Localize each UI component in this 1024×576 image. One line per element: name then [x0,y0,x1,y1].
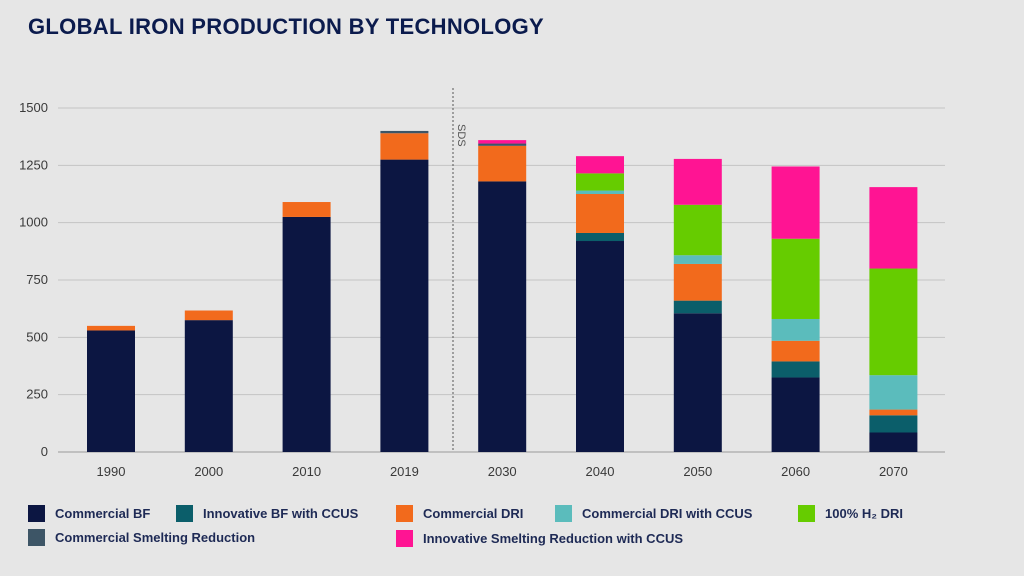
sds-annotation: SDS [455,124,467,147]
bar-segment [478,140,527,144]
bar-segment [771,318,820,341]
legend-label: Innovative BF with CCUS [203,506,359,521]
legend-label: Commercial Smelting Reduction [55,530,256,545]
bar-segment [673,313,722,452]
y-tick-label: 250 [26,387,48,402]
y-tick-label: 750 [26,272,48,287]
bar-segment [869,432,918,452]
bar-segment [869,375,918,410]
bar-segment [87,325,135,331]
bar-segment [380,159,429,452]
bar-segment [673,300,722,314]
legend-swatch [396,505,413,522]
legend-swatch [555,505,572,522]
legend-item: Innovative Smelting Reduction with CCUS [396,530,683,547]
chart-title: GLOBAL IRON PRODUCTION BY TECHNOLOGY [28,14,545,39]
x-tick-label: 2050 [683,464,712,479]
bar-segment [673,204,722,256]
legend-swatch [28,529,45,546]
x-tick-label: 2030 [488,464,517,479]
x-tick-label: 2070 [879,464,908,479]
legend-label: Commercial DRI with CCUS [582,506,753,521]
legend-item: 100% H₂ DRI [798,505,903,522]
bar-segment [184,310,233,321]
bar-segment [184,320,233,452]
legend-label: Commercial DRI [423,506,524,521]
y-tick-label: 1250 [19,157,48,172]
y-axis-ticks: 0 250 500 750 1000 1250 1500 [19,100,48,459]
legend-item: Commercial Smelting Reduction [28,529,255,546]
legend-label: 100% H₂ DRI [825,506,904,521]
bar-segment [87,330,135,452]
legend-swatch [396,530,413,547]
y-tick-label: 500 [26,329,48,344]
bar-segment [576,173,624,191]
legend-item: Innovative BF with CCUS [176,505,358,522]
bar-segment [478,181,527,453]
bars [87,130,918,453]
legend-item: Commercial BF [28,505,150,522]
bar-segment [576,190,624,194]
legend-label: Commercial BF [55,506,151,521]
bar-segment [673,263,722,301]
x-tick-label: 2060 [781,464,810,479]
bar-segment [771,361,820,378]
bar-segment [576,194,624,233]
bar-segment [869,268,918,376]
legend-swatch [176,505,193,522]
x-tick-label: 2000 [194,464,223,479]
y-tick-label: 1500 [19,100,48,115]
y-tick-label: 1000 [19,215,48,230]
legend-label: Innovative Smelting Reduction with CCUS [423,531,684,546]
bar-segment [771,377,820,452]
legend: Commercial BF Innovative BF with CCUS Comm… [28,505,1008,565]
y-tick-label: 0 [41,444,48,459]
bar-segment [771,340,820,362]
x-axis-ticks: 1990 2000 2010 2019 2030 2040 2050 2060 2070 [97,464,908,479]
bar-segment [771,238,820,319]
stacked-bar-chart: 0 250 500 750 1000 1250 1500 1990 2000 2010 2019 2… [19,88,945,479]
legend-item: Commercial DRI [396,505,523,522]
bar-segment [869,409,918,416]
bar-segment [673,158,722,205]
x-tick-label: 2010 [292,464,321,479]
bar-segment [576,241,624,452]
bar-segment [576,232,624,242]
legend-item: Commercial DRI with CCUS [555,505,752,522]
x-tick-label: 2019 [390,464,419,479]
bar-segment [478,143,527,146]
bar-segment [576,156,624,174]
bar-segment [282,216,331,452]
bar-segment [869,187,918,269]
bar-segment [869,415,918,433]
legend-swatch [28,505,45,522]
x-tick-label: 2040 [586,464,615,479]
bar-segment [771,166,820,239]
bar-segment [380,133,429,160]
legend-swatch [798,505,815,522]
bar-segment [673,255,722,264]
x-tick-label: 1990 [97,464,126,479]
bar-segment [282,202,331,217]
bar-segment [380,130,429,134]
bar-segment [478,145,527,182]
